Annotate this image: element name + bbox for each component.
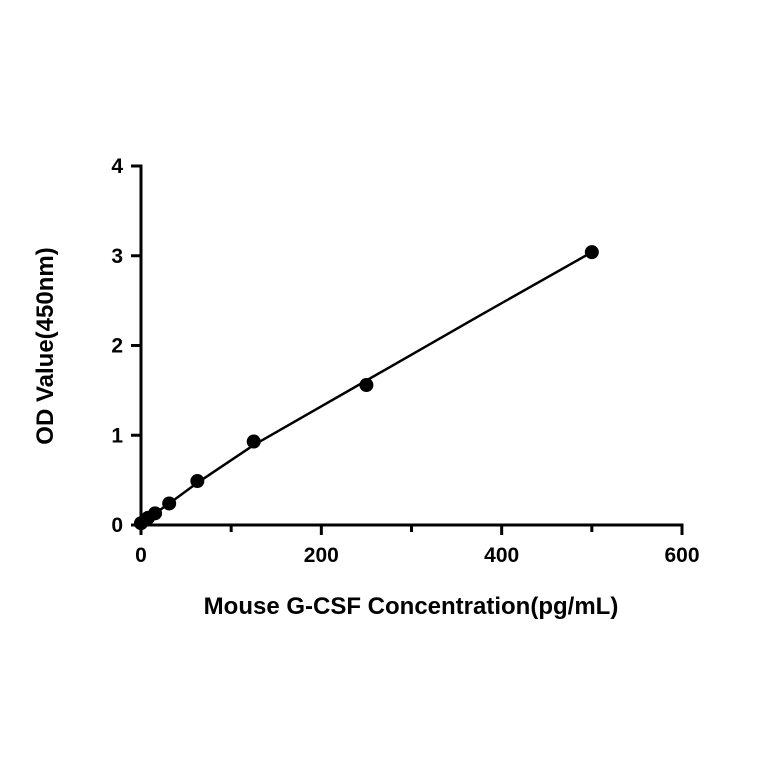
- y-tick-label-3: 3: [111, 245, 123, 268]
- y-tick-label-0: 0: [111, 514, 123, 537]
- x-tick-label-200: 200: [304, 544, 339, 567]
- y-axis-title: OD Value(450nm): [32, 247, 59, 444]
- data-point-3: [162, 496, 177, 511]
- data-point-2: [148, 506, 163, 521]
- data-point-4: [190, 474, 205, 489]
- y-tick-label-4: 4: [111, 155, 123, 178]
- x-tick-label-0: 0: [135, 544, 147, 567]
- data-point-6: [359, 377, 374, 392]
- y-tick-label-2: 2: [111, 335, 123, 358]
- data-point-7: [584, 245, 599, 260]
- x-tick-label-400: 400: [484, 544, 519, 567]
- y-tick-label-1: 1: [111, 424, 123, 447]
- x-axis-title: Mouse G-CSF Concentration(pg/mL): [204, 593, 619, 620]
- plot-area: 0 200 400 600 0 1 2 3 4: [111, 155, 699, 567]
- data-point-5: [246, 434, 261, 449]
- x-tick-label-600: 600: [664, 544, 699, 567]
